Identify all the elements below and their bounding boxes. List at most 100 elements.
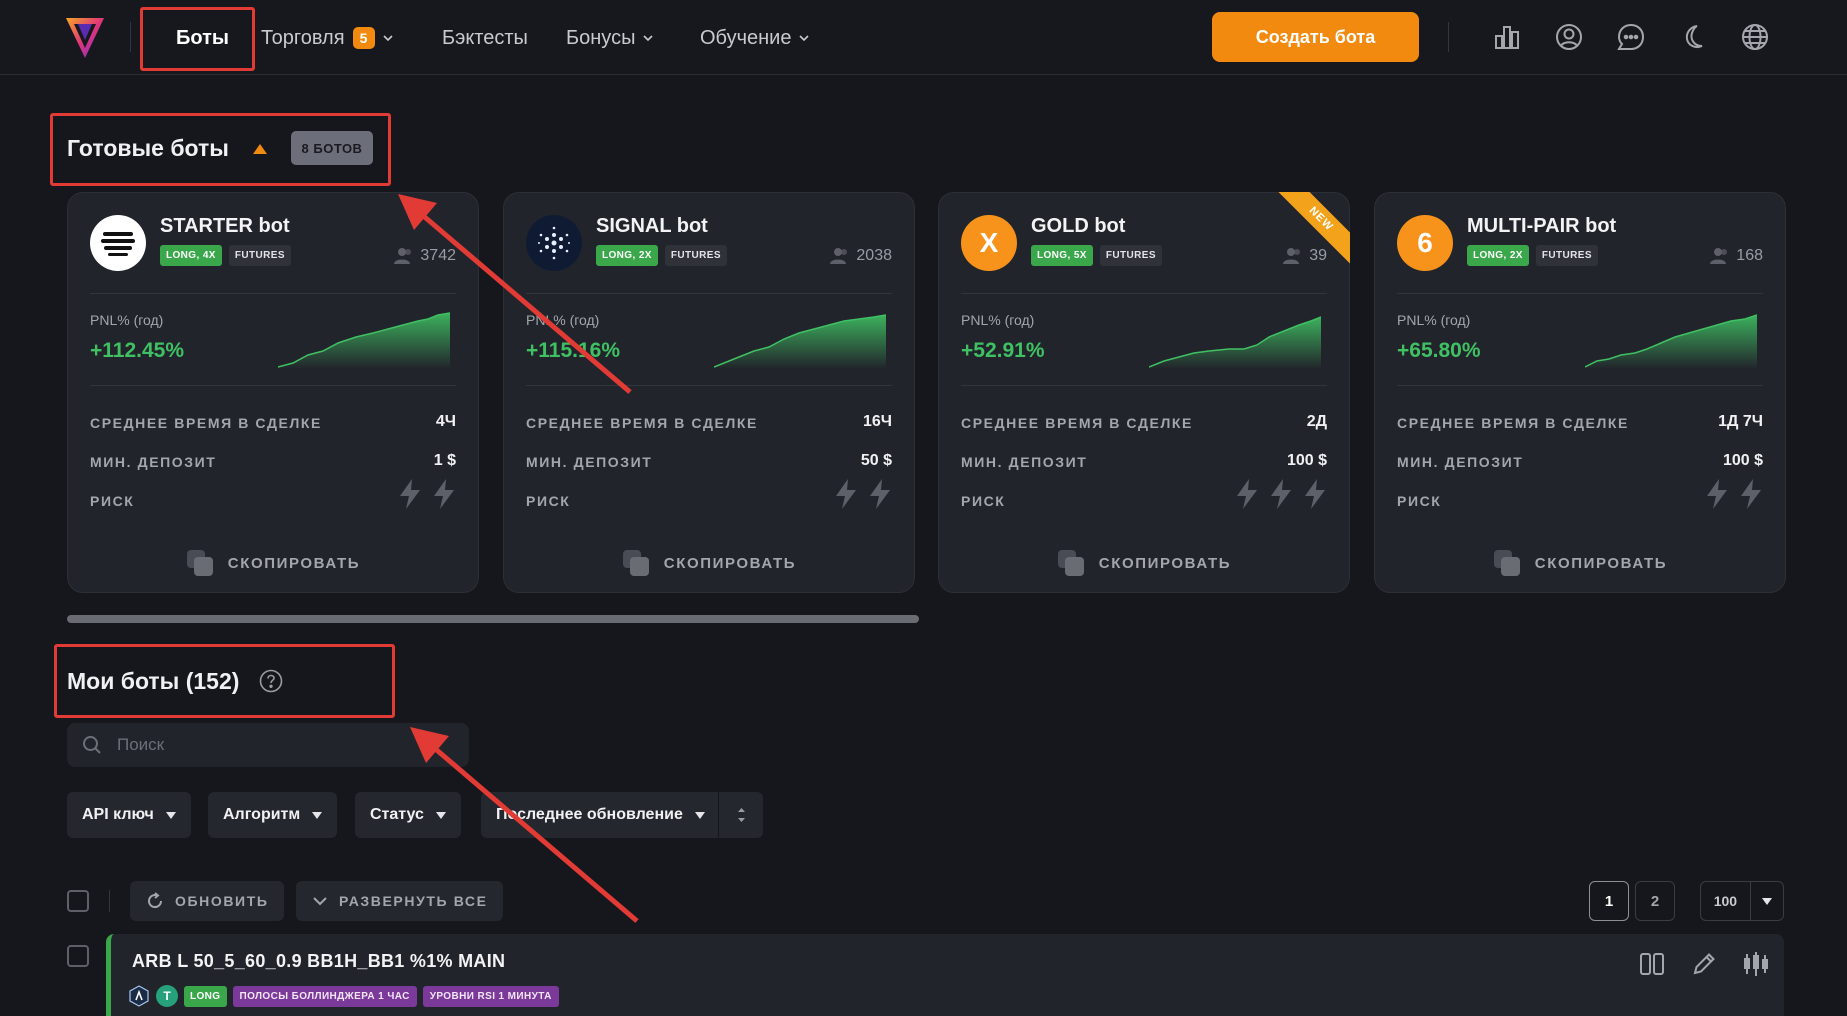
chevron-down-icon bbox=[643, 35, 654, 42]
users-icon bbox=[1283, 248, 1301, 264]
bot-card-gold[interactable]: NEW X GOLD bot LONG, 5X FUTURES 39 PNL% … bbox=[938, 192, 1350, 593]
gold-avatar-icon: X bbox=[961, 215, 1017, 271]
market-tag: FUTURES bbox=[1099, 245, 1162, 266]
refresh-icon bbox=[148, 892, 163, 909]
chevron-down-icon bbox=[382, 35, 393, 42]
nav-learning[interactable]: Обучение bbox=[700, 24, 810, 52]
min-deposit-label: МИН. ДЕПОЗИТ bbox=[526, 454, 653, 470]
chat-icon[interactable] bbox=[1616, 22, 1646, 52]
my-bots-title: Мои боты (152) bbox=[67, 668, 240, 694]
collapse-triangle-icon[interactable] bbox=[253, 144, 267, 154]
users-count: 3742 bbox=[394, 247, 456, 265]
candles-chart-icon[interactable] bbox=[1742, 950, 1770, 978]
avg-time-value: 2Д bbox=[1306, 413, 1327, 430]
search-field[interactable] bbox=[67, 723, 469, 767]
caret-down-icon bbox=[312, 811, 323, 819]
user-icon[interactable] bbox=[1554, 22, 1584, 52]
risk-level bbox=[834, 479, 892, 509]
lightning-icon bbox=[870, 479, 890, 509]
lightning-icon bbox=[1707, 479, 1727, 509]
bot-card-signal[interactable]: SIGNAL bot LONG, 2X FUTURES 2038 PNL% (г… bbox=[503, 192, 915, 593]
min-deposit-label: МИН. ДЕПОЗИТ bbox=[961, 454, 1088, 470]
filter-algorithm[interactable]: Алгоритм bbox=[208, 792, 338, 838]
filter-api-key[interactable]: API ключ bbox=[67, 792, 191, 838]
bot-card-multi-pair[interactable]: 6 MULTI-PAIR bot LONG, 2X FUTURES 168 PN… bbox=[1374, 192, 1786, 593]
risk-level bbox=[1235, 479, 1327, 509]
top-header: Боты Торговля 5 Бэктесты Бонусы Обучение… bbox=[0, 0, 1847, 75]
bot-card-starter[interactable]: STARTER bot LONG, 4X FUTURES 3742 PNL% (… bbox=[67, 192, 479, 593]
avg-time-label: СРЕДНЕЕ ВРЕМЯ В СДЕЛКЕ bbox=[526, 415, 758, 431]
chart-bar-icon[interactable] bbox=[1492, 22, 1522, 52]
copy-button[interactable]: СКОПИРОВАТЬ bbox=[1375, 549, 1785, 577]
signal-avatar-icon bbox=[526, 215, 582, 271]
chevron-down-icon bbox=[799, 35, 810, 42]
caret-down-icon bbox=[694, 811, 705, 819]
pnl-value: +112.45% bbox=[90, 339, 185, 362]
expand-all-button[interactable]: РАЗВЕРНУТЬ ВСЕ bbox=[296, 881, 503, 921]
nav-backtests-label: Бэктесты bbox=[442, 26, 528, 49]
globe-icon[interactable] bbox=[1740, 22, 1770, 52]
bot-row-name: ARB L 50_5_60_0.9 BB1H_BB1 %1% MAIN bbox=[132, 951, 506, 971]
risk-level bbox=[398, 479, 456, 509]
bot-name: STARTER bot bbox=[160, 215, 290, 237]
avg-time-label: СРЕДНЕЕ ВРЕМЯ В СДЕЛКЕ bbox=[1397, 415, 1629, 431]
nav-backtests[interactable]: Бэктесты bbox=[442, 24, 528, 52]
copy-icon bbox=[186, 550, 213, 576]
pnl-value: +65.80% bbox=[1397, 339, 1481, 362]
multi-pair-avatar-icon: 6 bbox=[1397, 215, 1453, 271]
avg-time-label: СРЕДНЕЕ ВРЕМЯ В СДЕЛКЕ bbox=[961, 415, 1193, 431]
nav-trading[interactable]: Торговля 5 bbox=[261, 24, 393, 52]
moon-icon[interactable] bbox=[1678, 22, 1708, 52]
indicator-tag: ПОЛОСЫ БОЛЛИНДЖЕРА 1 ЧАС bbox=[232, 985, 417, 1007]
users-icon bbox=[830, 248, 848, 264]
logo-icon[interactable] bbox=[64, 14, 106, 60]
cards-scrollbar[interactable] bbox=[67, 615, 919, 623]
arbitrum-coin-icon bbox=[129, 985, 149, 1007]
leverage-tag: LONG, 4X bbox=[160, 245, 222, 266]
page-1-button[interactable]: 1 bbox=[1589, 881, 1629, 921]
filter-last-update[interactable]: Последнее обновление bbox=[481, 792, 720, 838]
lightning-icon bbox=[434, 479, 454, 509]
trading-count-badge: 5 bbox=[352, 27, 375, 49]
select-all-checkbox[interactable] bbox=[67, 890, 89, 912]
edit-pencil-icon[interactable] bbox=[1690, 950, 1718, 978]
per-page-select[interactable]: 100 bbox=[1700, 881, 1784, 921]
row-checkbox[interactable] bbox=[67, 945, 89, 967]
nav-bots[interactable]: Боты bbox=[176, 24, 229, 52]
lightning-icon bbox=[1741, 479, 1761, 509]
bot-row[interactable]: ARB L 50_5_60_0.9 BB1H_BB1 %1% MAIN T LO… bbox=[106, 934, 1784, 1016]
copy-button[interactable]: СКОПИРОВАТЬ bbox=[504, 549, 914, 577]
caret-down-icon bbox=[435, 811, 446, 819]
help-icon[interactable] bbox=[259, 669, 283, 693]
nav-bonuses[interactable]: Бонусы bbox=[566, 24, 654, 52]
per-page-value: 100 bbox=[1713, 893, 1738, 909]
search-input[interactable] bbox=[117, 723, 457, 767]
columns-icon[interactable] bbox=[1638, 950, 1666, 978]
avg-time-label: СРЕДНЕЕ ВРЕМЯ В СДЕЛКЕ bbox=[90, 415, 322, 431]
lightning-icon bbox=[400, 479, 420, 509]
pnl-sparkline bbox=[714, 314, 886, 369]
risk-label: РИСК bbox=[90, 493, 135, 509]
avg-time-value: 1Д 7Ч bbox=[1718, 413, 1763, 430]
nav-learning-label: Обучение bbox=[700, 26, 792, 49]
page-2-button[interactable]: 2 bbox=[1635, 881, 1675, 921]
copy-button[interactable]: СКОПИРОВАТЬ bbox=[939, 549, 1349, 577]
lightning-icon bbox=[1305, 479, 1325, 509]
bots-count-badge: 8 БОТОВ bbox=[291, 131, 373, 165]
filter-status[interactable]: Статус bbox=[355, 792, 461, 838]
copy-button[interactable]: СКОПИРОВАТЬ bbox=[68, 549, 478, 577]
indicator-tag: УРОВНИ RSI 1 МИНУТА bbox=[422, 985, 559, 1007]
pnl-sparkline bbox=[1149, 316, 1321, 369]
side-tag: LONG bbox=[184, 985, 227, 1007]
lightning-icon bbox=[1237, 479, 1257, 509]
copy-icon bbox=[1057, 550, 1084, 576]
create-bot-button[interactable]: Создать бота bbox=[1212, 12, 1419, 62]
users-count: 168 bbox=[1710, 247, 1763, 265]
caret-down-icon bbox=[1761, 897, 1772, 905]
market-tag: FUTURES bbox=[228, 245, 291, 266]
leverage-tag: LONG, 2X bbox=[1467, 245, 1529, 266]
sort-toggle-button[interactable] bbox=[718, 792, 763, 838]
copy-icon bbox=[622, 550, 649, 576]
min-deposit-value: 50 $ bbox=[860, 452, 892, 469]
refresh-button[interactable]: ОБНОВИТЬ bbox=[130, 881, 284, 921]
